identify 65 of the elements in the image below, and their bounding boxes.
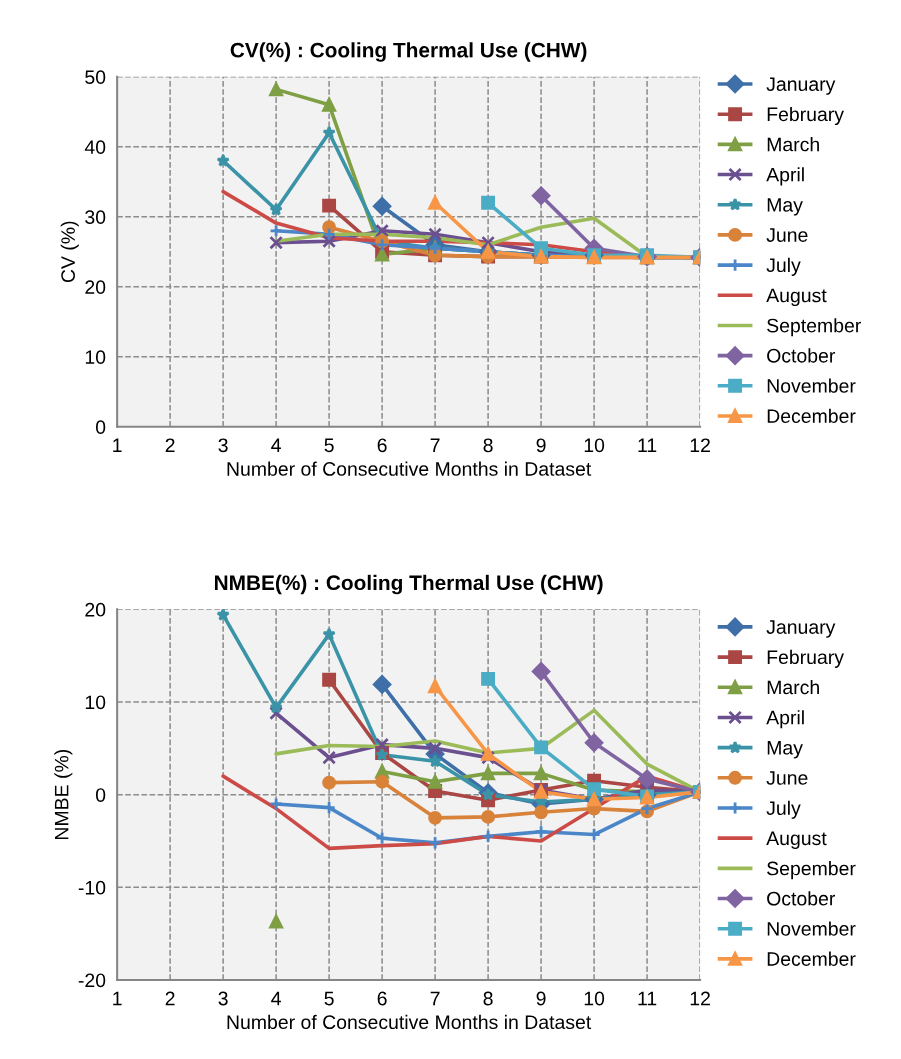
x-tick-label: 10	[584, 991, 605, 1006]
legend-label: October	[767, 348, 836, 363]
x-tick-label: 4	[271, 991, 281, 1006]
x-tick-label: 7	[430, 438, 440, 452]
legend-label: July	[766, 257, 801, 276]
x-tick-label: 12	[690, 991, 710, 1006]
legend-label: August	[766, 288, 827, 307]
legend-label: January	[766, 620, 836, 638]
legend-label: June	[766, 228, 808, 242]
y-tick-label: 0	[95, 420, 106, 435]
x-tick-label: 3	[218, 991, 228, 1006]
x-tick-label: 2	[165, 438, 175, 452]
y-tick-label: 50	[85, 70, 106, 85]
legend-label: Sepember	[767, 861, 856, 880]
legend-label: September	[767, 318, 861, 337]
y-tick-label: 40	[84, 140, 106, 155]
x-tick-label: 11	[638, 438, 657, 452]
legend-label: November	[767, 921, 856, 936]
y-tick-label: 30	[85, 210, 106, 225]
x-axis-title: Number of Consecutive Months in Dataset	[227, 461, 592, 476]
legend-label: April	[766, 167, 804, 186]
x-tick-label: 12	[690, 438, 710, 452]
legend-label: June	[766, 771, 808, 785]
legend-label: May	[767, 741, 803, 759]
x-axis-title: Number of Consecutive Months in Dataset	[227, 1014, 592, 1030]
x-tick-label: 8	[483, 991, 493, 1006]
x-tick-label: 9	[536, 991, 546, 1006]
legend-label: March	[767, 679, 819, 695]
x-tick-label: 4	[271, 438, 281, 452]
legend-label: August	[766, 831, 827, 850]
x-tick-label: 6	[377, 991, 387, 1006]
legend-label: April	[766, 710, 804, 729]
y-axis-title: CV (%)	[60, 221, 79, 283]
x-tick-label: 5	[324, 991, 334, 1006]
legend-label: December	[767, 408, 856, 423]
legend-label: March	[767, 137, 819, 152]
x-tick-label: 3	[218, 438, 228, 453]
x-tick-label: 1	[113, 991, 122, 1006]
chart-title: CV(%) : Cooling Thermal Use (CHW)	[230, 42, 587, 62]
y-tick-label: 20	[85, 280, 106, 295]
legend-label: February	[767, 106, 844, 126]
y-tick-label: -10	[78, 880, 106, 895]
legend-label: January	[766, 77, 836, 95]
x-tick-label: 8	[483, 438, 493, 453]
x-tick-label: 1	[113, 438, 122, 452]
x-tick-label: 9	[536, 438, 546, 453]
y-tick-label: 20	[85, 602, 106, 617]
y-tick-label: 0	[95, 788, 106, 802]
x-tick-label: 5	[324, 438, 334, 453]
y-tick-label: -20	[78, 973, 106, 988]
x-tick-label: 11	[638, 991, 657, 1006]
legend-label: October	[767, 891, 836, 906]
x-tick-label: 6	[377, 438, 387, 453]
x-tick-label: 7	[430, 991, 440, 1006]
x-tick-label: 2	[165, 991, 175, 1006]
y-axis-title: NMBE (%)	[54, 749, 73, 839]
y-tick-label: 10	[85, 695, 106, 710]
legend-label: May	[767, 198, 803, 216]
legend-label: February	[767, 649, 844, 668]
legend-label: November	[767, 378, 856, 393]
chart-title: NMBE(%) : Cooling Thermal Use (CHW)	[214, 574, 603, 595]
y-tick-label: 10	[85, 350, 106, 365]
x-tick-label: 10	[584, 438, 605, 453]
legend-label: December	[767, 951, 856, 966]
legend-label: July	[766, 800, 801, 819]
